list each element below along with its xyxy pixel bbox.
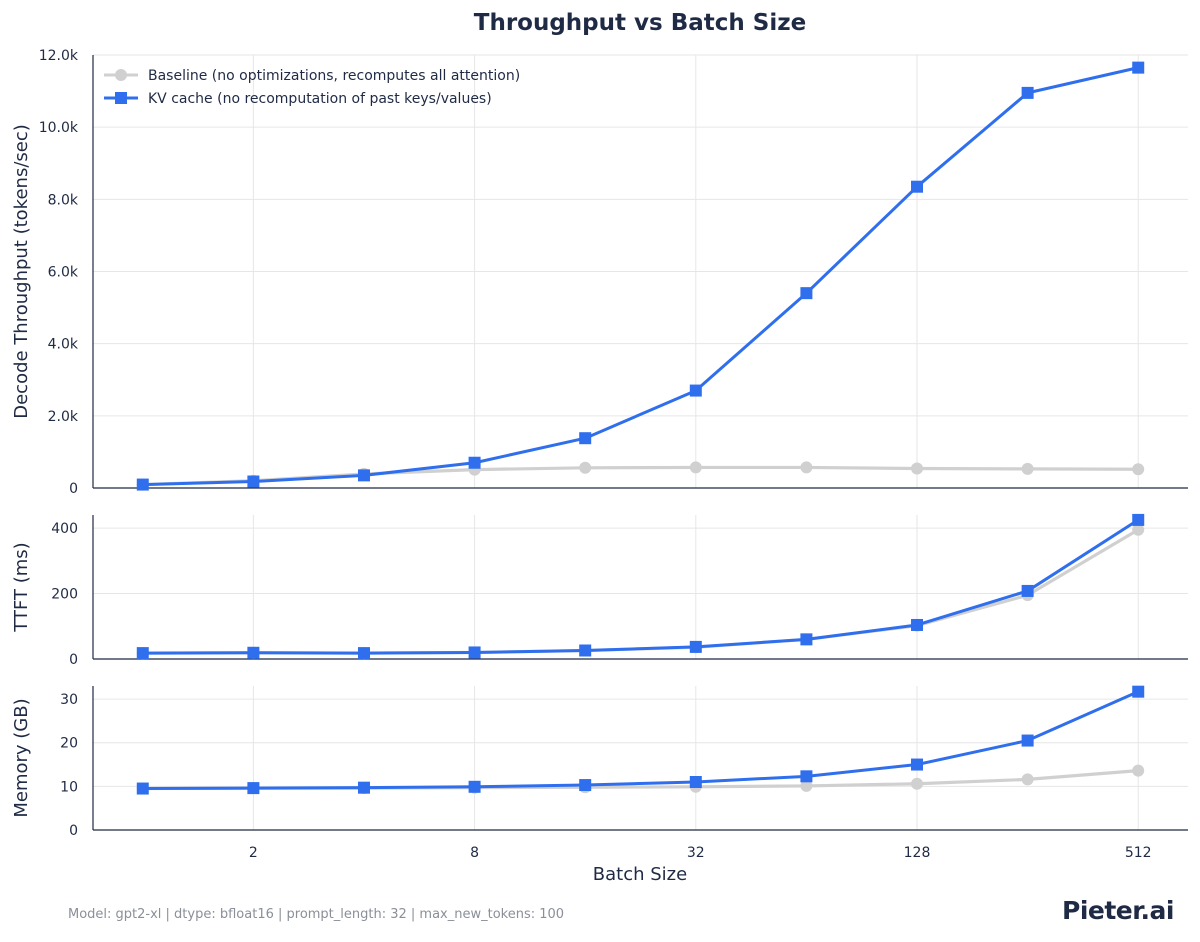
data-point-kv-cache	[247, 782, 260, 795]
data-point-kv-cache	[247, 646, 260, 659]
data-point-kv-cache	[1132, 513, 1145, 526]
data-point-baseline	[1132, 463, 1145, 476]
data-point-kv-cache	[1132, 61, 1145, 74]
x-tick-label: 512	[1125, 845, 1152, 861]
x-tick-label: 2	[249, 845, 258, 861]
data-point-baseline	[800, 461, 813, 474]
data-point-kv-cache	[1021, 734, 1034, 747]
data-point-baseline	[911, 777, 924, 790]
series-line-kv-cache	[142, 518, 1140, 655]
y-tick-label: 10	[60, 779, 78, 795]
y-tick-label: 0	[69, 481, 78, 497]
y-tick-label: 10.0k	[39, 120, 79, 136]
legend-marker-baseline	[115, 69, 127, 81]
data-point-kv-cache	[1132, 685, 1145, 698]
x-tick-label: 128	[904, 845, 931, 861]
data-point-baseline	[689, 461, 702, 474]
data-point-kv-cache	[689, 776, 702, 788]
data-point-baseline	[579, 461, 592, 474]
data-point-kv-cache	[468, 456, 481, 469]
series-line-baseline	[142, 465, 1139, 487]
data-point-kv-cache	[357, 469, 370, 482]
data-point-kv-cache	[689, 384, 702, 397]
panel-3: 2 8 32 128 512 0 10 20 30 Memory (GB)	[11, 685, 1188, 861]
data-point-kv-cache	[911, 618, 924, 631]
legend-label-kv-cache: KV cache (no recomputation of past keys/…	[148, 91, 492, 107]
data-point-baseline	[800, 779, 813, 792]
y-tick-label: 8.0k	[48, 192, 79, 208]
data-point-baseline	[911, 462, 924, 475]
series-line-kv-cache	[142, 66, 1139, 487]
y-tick-label: 20	[60, 736, 78, 752]
y-tick-label: 200	[51, 587, 78, 603]
data-point-kv-cache	[357, 647, 370, 660]
data-point-kv-cache	[468, 646, 481, 659]
data-point-kv-cache	[800, 633, 813, 646]
data-point-kv-cache	[800, 770, 813, 783]
y-tick-label: 2.0k	[48, 409, 79, 425]
y-tick-label: 0	[69, 652, 78, 668]
data-point-kv-cache	[579, 644, 592, 657]
legend: Baseline (no optimizations, recomputes a…	[104, 68, 520, 107]
y-tick-label: 12.0k	[39, 48, 79, 64]
data-point-kv-cache	[579, 779, 592, 792]
legend-label-baseline: Baseline (no optimizations, recomputes a…	[148, 68, 520, 84]
y-axis-label: Memory (GB)	[11, 698, 32, 817]
data-point-baseline	[1021, 462, 1034, 475]
y-tick-label: 400	[51, 521, 78, 537]
data-point-kv-cache	[136, 782, 149, 795]
y-tick-label: 0	[69, 823, 78, 839]
data-point-kv-cache	[579, 432, 592, 445]
y-axis-label: Decode Throughput (tokens/sec)	[11, 124, 32, 419]
series-line-kv-cache	[142, 690, 1139, 791]
legend-marker-kv-cache	[115, 92, 127, 104]
data-point-baseline	[1132, 523, 1145, 536]
data-point-kv-cache	[136, 647, 149, 660]
data-point-kv-cache	[800, 287, 813, 300]
data-point-baseline	[1021, 773, 1034, 786]
data-point-kv-cache	[1021, 584, 1034, 597]
data-point-kv-cache	[468, 780, 481, 793]
x-tick-label: 32	[687, 845, 705, 861]
footer-metadata: Model: gpt2-xl | dtype: bfloat16 | promp…	[68, 907, 565, 922]
data-point-baseline	[1132, 764, 1145, 777]
panel-1: 0 2.0k 4.0k 6.0k 8.0k 10.0k 12.0k Decode Throug…	[11, 48, 1188, 497]
y-tick-label: 4.0k	[48, 337, 79, 353]
y-axis-label: TTFT (ms)	[11, 542, 32, 632]
x-tick-label: 8	[470, 845, 479, 861]
series-line-baseline	[142, 528, 1140, 655]
data-point-kv-cache	[689, 640, 702, 653]
data-point-kv-cache	[247, 475, 260, 488]
data-point-kv-cache	[911, 758, 924, 771]
y-tick-label: 6.0k	[48, 265, 79, 281]
plot-panels: 0 2.0k 4.0k 6.0k 8.0k 10.0k 12.0k Decode Throug…	[11, 48, 1188, 861]
series-line-baseline	[142, 769, 1139, 791]
data-point-kv-cache	[1021, 86, 1034, 99]
y-tick-label: 30	[60, 692, 78, 708]
chart-title: Throughput vs Batch Size	[474, 10, 806, 36]
brand-logo: Pieter.ai	[1062, 896, 1174, 925]
data-point-kv-cache	[357, 781, 370, 794]
data-point-kv-cache	[136, 478, 149, 491]
data-point-kv-cache	[911, 180, 924, 193]
x-axis-label: Batch Size	[593, 864, 687, 885]
panel-2: 0 200 400 TTFT (ms)	[11, 513, 1188, 668]
